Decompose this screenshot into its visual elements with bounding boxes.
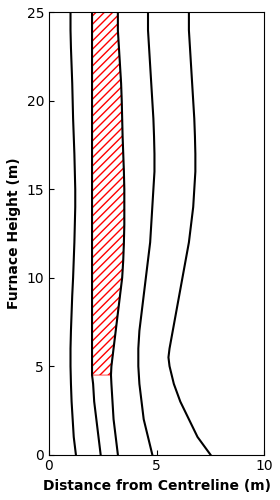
Y-axis label: Furnace Height (m): Furnace Height (m) xyxy=(7,158,21,310)
X-axis label: Distance from Centreline (m): Distance from Centreline (m) xyxy=(43,479,270,493)
